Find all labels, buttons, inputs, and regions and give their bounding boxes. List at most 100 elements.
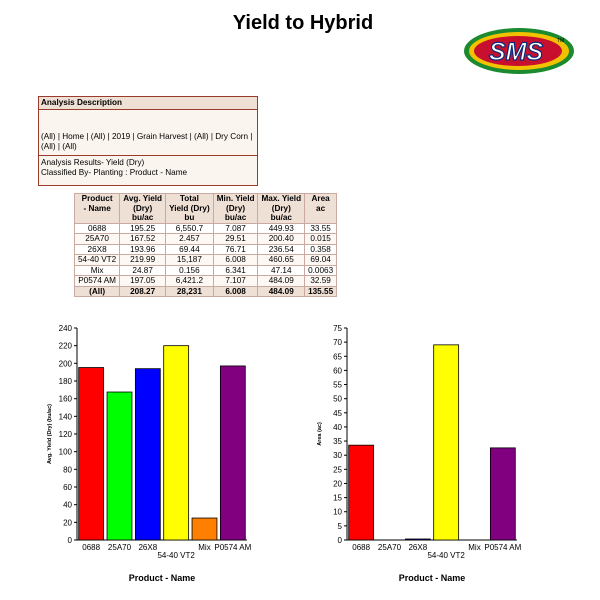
analysis-description-heading: Analysis Description — [39, 97, 257, 110]
y-tick-label: 160 — [59, 395, 73, 404]
col-header-area: Area ac — [304, 193, 338, 224]
table-row: 0688 195.25 6,550.7 7.087 449.93 33.55 — [73, 222, 338, 234]
results-line-1: Analysis Results- Yield (Dry) — [41, 158, 145, 167]
table-cell: 25A70 — [73, 233, 121, 245]
table-cell: 54-40 VT2 — [73, 254, 121, 266]
table-cell: 484.09 — [257, 275, 306, 287]
table-cell: 200.40 — [257, 233, 306, 245]
bar-25a70 — [106, 391, 133, 541]
table-cell: 193.96 — [119, 243, 167, 255]
y-tick-label: 0 — [68, 536, 73, 545]
avg-yield-chart: 0 20 40 60 80 100 120 140 160 180 200 220 240 Avg. Yi… — [30, 318, 280, 588]
x-tick-label: Mix — [468, 543, 480, 552]
y-axis-label: Avg. Yield (Dry) (bu/ac) — [47, 404, 53, 464]
table-cell: 24.87 — [119, 264, 167, 276]
bar-p0574-am — [489, 447, 516, 541]
y-tick-label: 180 — [59, 377, 73, 386]
table-cell: Mix — [73, 264, 121, 276]
x-axis-label: Product - Name — [129, 573, 196, 583]
analysis-results: Analysis Results- Yield (Dry) Classified… — [39, 156, 257, 178]
area-chart-svg: 0 5 10 15 20 25 30 35 40 45 50 55 60 65 70 75 Area (ac) 0… — [317, 324, 522, 583]
table-cell: 167.52 — [119, 233, 167, 245]
y-tick-label: 40 — [333, 423, 342, 432]
table-cell: 197.05 — [119, 275, 167, 287]
area-chart: 0 5 10 15 20 25 30 35 40 45 50 55 60 65 70 75 Area (ac) 0… — [300, 318, 550, 588]
bar-26x8 — [404, 538, 431, 541]
x-tick-label: 0688 — [82, 543, 100, 552]
table-cell: 6.008 — [212, 254, 259, 266]
y-axis-label: Area (ac) — [317, 422, 323, 446]
col-header-total-yield: Total Yield (Dry) bu — [165, 193, 214, 224]
x-tick-label: 54-40 VT2 — [427, 551, 465, 560]
y-tick-label: 65 — [333, 352, 342, 361]
y-tick-label: 220 — [59, 342, 73, 351]
table-cell: 0.358 — [304, 243, 338, 255]
table-cell: 76.71 — [212, 243, 259, 255]
table-cell: 15,187 — [165, 254, 214, 266]
table-total-row: (All) 208.27 28,231 6.008 484.09 135.55 — [73, 285, 338, 297]
bar-0688 — [78, 367, 105, 541]
logo-text: SMS — [489, 38, 544, 66]
table-cell: 195.25 — [119, 222, 167, 234]
bar-54-40-vt2 — [433, 344, 460, 541]
x-tick-label: P0574 AM — [214, 543, 251, 552]
y-tick-label: 25 — [333, 465, 342, 474]
y-tick-label: 30 — [333, 451, 342, 460]
x-tick-label: Mix — [198, 543, 210, 552]
bar-mix — [191, 517, 218, 541]
table-cell: 47.14 — [257, 264, 306, 276]
y-tick-label: 140 — [59, 412, 73, 421]
y-tick-label: 10 — [333, 508, 342, 517]
y-tick-label: 240 — [59, 324, 73, 333]
x-tick-label: 26X8 — [408, 543, 427, 552]
results-line-2: Classified By- Planting : Product - Name — [41, 168, 188, 177]
y-tick-label: 200 — [59, 359, 73, 368]
y-tick-label: 100 — [59, 448, 73, 457]
avg-yield-chart-svg: 0 20 40 60 80 100 120 140 160 180 200 220 240 Avg. Yi… — [47, 324, 252, 583]
x-tick-label: 26X8 — [138, 543, 157, 552]
table-cell: 6,550.7 — [165, 222, 214, 234]
table-row: Mix 24.87 0.156 6.341 47.14 0.0063 — [73, 264, 338, 276]
y-tick-label: 120 — [59, 430, 73, 439]
table-cell: 135.55 — [304, 285, 338, 297]
x-tick-label: 25A70 — [378, 543, 402, 552]
yield-table: Product - Name Avg. Yield (Dry) bu/ac Total… — [73, 193, 338, 297]
y-tick-label: 0 — [338, 536, 343, 545]
table-cell: 208.27 — [119, 285, 167, 297]
table-cell: 0.156 — [165, 264, 214, 276]
y-tick-label: 70 — [333, 338, 342, 347]
col-header-product: Product - Name — [73, 193, 121, 224]
table-cell: 6.008 — [212, 285, 259, 297]
x-axis-label: Product - Name — [399, 573, 466, 583]
table-cell: 28,231 — [165, 285, 214, 297]
col-header-max-yield: Max. Yield (Dry) bu/ac — [257, 193, 306, 224]
analysis-filters: (All) | Home | (All) | 2019 | Grain Harv… — [39, 132, 257, 152]
filters-line-1: (All) | Home | (All) | 2019 | Grain Harv… — [41, 132, 253, 141]
bar-p0574-am — [219, 365, 246, 541]
col-header-min-yield: Min. Yield (Dry) bu/ac — [212, 193, 259, 224]
x-tick-label: P0574 AM — [484, 543, 521, 552]
table-row: 54-40 VT2 219.99 15,187 6.008 460.65 69.… — [73, 254, 338, 266]
table-cell: 0688 — [73, 222, 121, 234]
table-cell: 0.015 — [304, 233, 338, 245]
table-cell: 7.107 — [212, 275, 259, 287]
table-row: P0574 AM 197.05 6,421.2 7.107 484.09 32.… — [73, 275, 338, 287]
table-header-row: Product - Name Avg. Yield (Dry) bu/ac Total… — [73, 193, 338, 224]
table-cell: 69.44 — [165, 243, 214, 255]
col-header-avg-yield: Avg. Yield (Dry) bu/ac — [119, 193, 167, 224]
filters-line-2: (All) | (All) — [41, 142, 77, 151]
y-tick-label: 5 — [338, 522, 343, 531]
table-cell: 33.55 — [304, 222, 338, 234]
table-cell: 69.04 — [304, 254, 338, 266]
x-tick-label: 54-40 VT2 — [157, 551, 195, 560]
y-tick-label: 35 — [333, 437, 342, 446]
y-tick-label: 15 — [333, 494, 342, 503]
table-cell: 2.457 — [165, 233, 214, 245]
table-cell: 6.341 — [212, 264, 259, 276]
table-cell: 32.59 — [304, 275, 338, 287]
analysis-description-panel: Analysis Description (All) | Home | (All… — [38, 96, 258, 186]
table-cell: 484.09 — [257, 285, 306, 297]
x-tick-label: 0688 — [352, 543, 370, 552]
y-tick-label: 45 — [333, 409, 342, 418]
y-tick-label: 60 — [63, 483, 72, 492]
